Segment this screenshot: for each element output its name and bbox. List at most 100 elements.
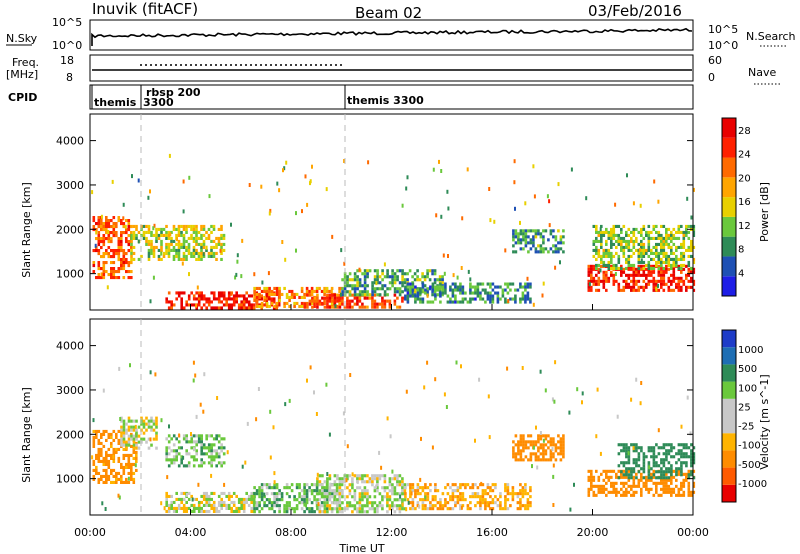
heatmap-cell [330, 289, 333, 294]
heatmap-cell [177, 224, 181, 228]
heatmap-cell [303, 502, 306, 507]
heatmap-cell [217, 236, 221, 240]
heatmap-cell [655, 236, 658, 240]
heatmap-cell [366, 489, 369, 493]
heatmap-cell [132, 245, 136, 249]
heatmap-cell [404, 495, 407, 499]
heatmap-cell [559, 235, 563, 239]
heatmap-cell [240, 294, 243, 298]
heatmap-cell [524, 297, 527, 301]
heatmap-cell [147, 425, 151, 429]
heatmap-cell [401, 296, 404, 300]
heatmap-cell [456, 498, 460, 502]
heatmap-cell [182, 242, 186, 246]
heatmap-cell [180, 458, 183, 462]
heatmap-cell [682, 455, 686, 459]
heatmap-cell [504, 282, 507, 286]
heatmap-cell [549, 443, 553, 447]
heatmap-cell [514, 250, 518, 254]
heatmap-cell [185, 230, 188, 234]
heatmap-cell [499, 495, 502, 499]
heatmap-cell [670, 248, 673, 252]
heatmap-cell [120, 431, 123, 435]
heatmap-cell [573, 482, 575, 487]
heatmap-cell [340, 248, 343, 253]
heatmap-cell [217, 242, 221, 246]
heatmap-cell [667, 285, 671, 289]
heatmap-cell [451, 507, 455, 511]
heatmap-cell [479, 504, 482, 508]
heatmap-cell [97, 456, 101, 460]
heatmap-cell [378, 477, 382, 481]
heatmap-cell [353, 278, 357, 282]
heatmap-cell [137, 425, 141, 429]
heatmap-cell [451, 489, 455, 493]
heatmap-cell [434, 504, 437, 508]
heatmap-cell [521, 489, 525, 493]
heatmap-cell [662, 464, 666, 468]
heatmap-cell [262, 303, 266, 307]
heatmap-cell [127, 228, 131, 232]
heatmap-cell [306, 305, 309, 309]
heatmap-cell [321, 489, 324, 493]
heatmap-cell [192, 378, 195, 383]
beam-title: Beam 02 [355, 4, 422, 22]
heatmap-cell [426, 486, 430, 490]
heatmap-cell [647, 461, 651, 465]
heatmap-cell [479, 297, 482, 301]
heatmap-cell [260, 495, 264, 499]
heatmap-cell [529, 455, 533, 459]
heatmap-cell [665, 264, 668, 268]
heatmap-cell [605, 288, 608, 292]
heatmap-cell [356, 474, 359, 478]
heatmap-cell [127, 480, 131, 484]
heatmap-cell [323, 492, 327, 496]
heatmap-cell [157, 233, 161, 237]
colorbar-tick-label: -25 [738, 422, 754, 433]
heatmap-cell [242, 300, 246, 304]
heatmap-cell [172, 449, 176, 453]
heatmap-cell [459, 486, 462, 490]
heatmap-cell [127, 434, 131, 438]
heatmap-cell [449, 495, 452, 499]
heatmap-cell [210, 248, 213, 252]
heatmap-cell [303, 295, 306, 299]
heatmap-cell [630, 267, 633, 271]
heatmap-cell [267, 271, 270, 276]
heatmap-cell [451, 300, 455, 304]
heatmap-cell [647, 490, 651, 494]
heatmap-cell [185, 303, 188, 307]
heatmap-cell [484, 288, 487, 292]
heatmap-cell [642, 245, 646, 249]
heatmap-cell [268, 483, 271, 487]
heatmap-cell [670, 487, 673, 491]
heatmap-cell [135, 446, 138, 450]
heatmap-cell [675, 473, 678, 477]
heatmap-cell [328, 504, 332, 508]
heatmap-cell [283, 286, 286, 290]
heatmap-cell [640, 472, 643, 476]
heatmap-cell [600, 484, 603, 488]
heatmap-cell [460, 505, 463, 510]
heatmap-cell [429, 300, 432, 304]
heatmap-cell [592, 264, 596, 268]
heatmap-cell [145, 428, 148, 432]
heatmap-cell [511, 297, 515, 301]
heatmap-cell [210, 291, 213, 295]
heatmap-cell [247, 497, 251, 501]
heatmap-cell [620, 288, 623, 292]
heatmap-cell [403, 498, 407, 502]
heatmap-cell [335, 489, 339, 493]
heatmap-cell [677, 469, 681, 473]
heatmap-cell [690, 464, 693, 468]
heatmap-cell [373, 281, 377, 285]
heatmap-cell [655, 455, 658, 459]
colorbar-swatch [722, 256, 736, 277]
heatmap-cell [393, 474, 397, 478]
heatmap-cell [408, 269, 412, 273]
heatmap-cell [622, 270, 626, 274]
heatmap-cell [376, 278, 379, 282]
heatmap-cell [232, 503, 236, 507]
heatmap-cell [190, 254, 193, 258]
heatmap-cell [602, 260, 606, 264]
